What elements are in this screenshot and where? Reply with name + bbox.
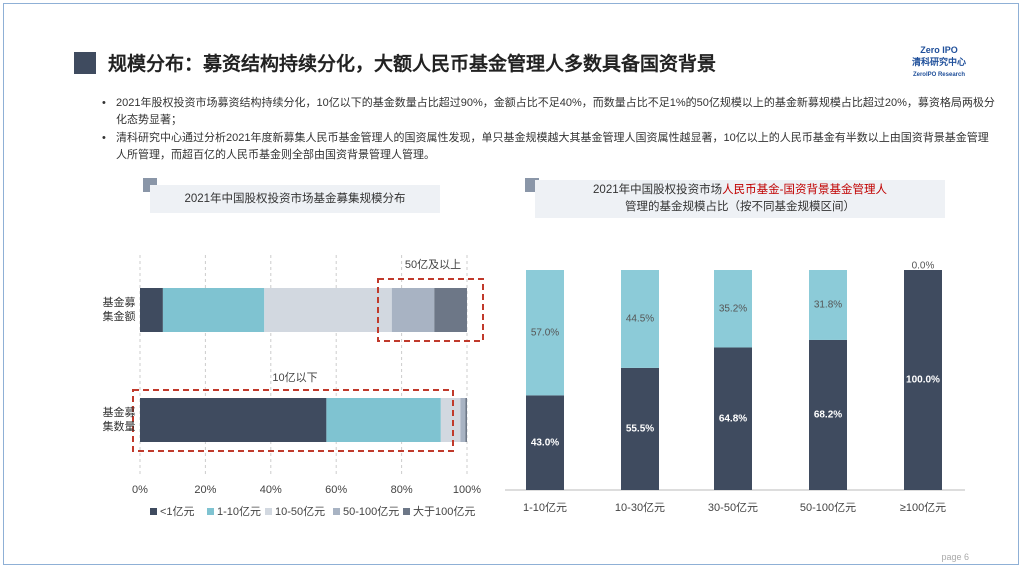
bar-segment bbox=[904, 270, 942, 490]
value-label: 44.5% bbox=[626, 314, 654, 325]
bar-segment bbox=[460, 398, 466, 442]
logo: Zero IPO 清科研究中心 ZeroIPO Research bbox=[912, 45, 966, 78]
bar-segment bbox=[162, 288, 265, 332]
x-tick-label: 0% bbox=[132, 484, 148, 496]
bar-segment bbox=[714, 270, 752, 348]
logo-text: IPO bbox=[942, 45, 958, 55]
bar-segment bbox=[526, 395, 564, 490]
slide-title: 规模分布：募资结构持续分化，大额人民币基金管理人多数具备国资背景 bbox=[108, 54, 717, 75]
legend-swatch bbox=[265, 508, 272, 515]
logo-text: Zero bbox=[920, 45, 940, 55]
x-tick-label: 50-100亿元 bbox=[800, 501, 856, 514]
value-label: 43.0% bbox=[531, 437, 559, 448]
bar-segment bbox=[621, 270, 659, 368]
legend-label: <1亿元 bbox=[160, 505, 195, 518]
legend-swatch bbox=[333, 508, 340, 515]
highlight-box bbox=[377, 278, 484, 342]
logo-text: 清科研究中心 bbox=[911, 57, 966, 67]
bar-segment bbox=[140, 288, 163, 332]
legend-label: 10-50亿元 bbox=[275, 505, 325, 518]
value-label: 55.5% bbox=[626, 424, 654, 435]
x-tick-label: 30-50亿元 bbox=[708, 501, 758, 514]
legend-label: 1-10亿元 bbox=[217, 505, 261, 518]
bar-segment bbox=[714, 347, 752, 490]
y-tick-label: 基金募集金额 bbox=[102, 297, 136, 323]
x-tick-label: 100% bbox=[453, 484, 481, 496]
x-tick-label: 40% bbox=[260, 484, 282, 496]
value-label: 64.8% bbox=[719, 413, 747, 424]
bar-segment bbox=[465, 398, 467, 442]
x-tick-label: 10-30亿元 bbox=[615, 501, 665, 514]
bar-segment bbox=[809, 270, 847, 340]
bar-segment bbox=[809, 339, 847, 490]
legend-label: 大于100亿元 bbox=[413, 504, 475, 518]
x-tick-label: 60% bbox=[325, 484, 347, 496]
bullet: 清科研究中心通过分析2021年度新募集人民币基金管理人的国资属性发现，单只基金规… bbox=[102, 130, 996, 164]
bar-segment bbox=[264, 288, 392, 332]
title-part: 人民币基金-国资背景基金管理人 bbox=[722, 184, 887, 196]
title-icon bbox=[74, 52, 96, 74]
title-part: 管理的基金规模占比（按不同基金规模区间） bbox=[625, 201, 855, 213]
chart-title: 2021年中国股权投资市场人民币基金-国资背景基金管理人管理的基金规模占比（按不… bbox=[535, 180, 945, 218]
bar-segment bbox=[621, 367, 659, 490]
x-tick-label: ≥100亿元 bbox=[900, 501, 946, 514]
value-label: 31.8% bbox=[814, 300, 842, 311]
y-tick-label: 基金募集数量 bbox=[102, 407, 136, 433]
chart-title: 2021年中国股权投资市场基金募集规模分布 bbox=[150, 185, 440, 213]
legend-swatch bbox=[150, 508, 157, 515]
legend-swatch bbox=[403, 508, 410, 515]
value-label: 57.0% bbox=[531, 327, 559, 338]
value-label: 100.0% bbox=[906, 375, 940, 386]
bar-segment bbox=[140, 398, 327, 442]
bar-segment bbox=[526, 270, 564, 396]
value-label: 68.2% bbox=[814, 410, 842, 421]
legend-swatch bbox=[207, 508, 214, 515]
value-label: 35.2% bbox=[719, 303, 747, 314]
bar-segment bbox=[391, 288, 435, 332]
annotation: 50亿及以上 bbox=[405, 258, 461, 271]
annotation: 10亿以下 bbox=[272, 371, 317, 384]
page-number: page 6 bbox=[941, 552, 969, 562]
frame bbox=[3, 3, 1019, 565]
x-tick-label: 20% bbox=[194, 484, 216, 496]
x-tick-label: 1-10亿元 bbox=[523, 501, 567, 514]
bar-segment bbox=[326, 398, 441, 442]
bar-segment bbox=[440, 398, 461, 442]
bullet: 2021年股权投资市场募资结构持续分化，10亿以下的基金数量占比超过90%，金额… bbox=[102, 95, 996, 129]
bar-segment bbox=[434, 288, 467, 332]
highlight-box bbox=[132, 389, 454, 452]
x-tick-label: 80% bbox=[391, 484, 413, 496]
legend-label: 50-100亿元 bbox=[343, 505, 399, 518]
value-label: 0.0% bbox=[912, 261, 935, 272]
title-part: 2021年中国股权投资市场 bbox=[593, 184, 723, 196]
logo-text: ZeroIPO Research bbox=[912, 72, 965, 78]
